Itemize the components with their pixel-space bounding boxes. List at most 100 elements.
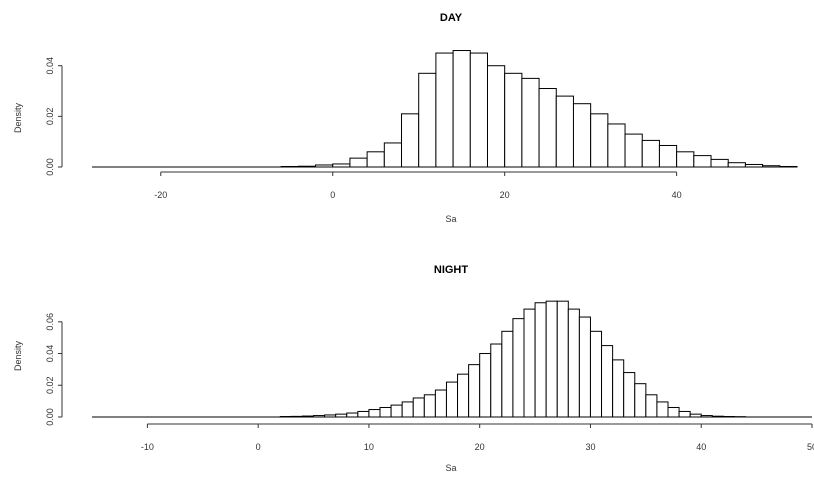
histogram-bar — [700, 415, 713, 418]
histogram-bar — [468, 364, 481, 418]
day-ylabel: Density — [13, 102, 23, 133]
histogram-bar — [676, 151, 695, 168]
night-ylabel: Density — [13, 340, 23, 371]
y-tick-label: 0.02 — [45, 108, 55, 126]
y-tick-label: 0.00 — [45, 408, 55, 426]
day-y-axis: 0.00 0.02 0.04 — [45, 57, 63, 176]
histogram-bar — [401, 401, 414, 418]
histogram-bar — [452, 50, 471, 168]
histogram-bar — [486, 65, 506, 168]
histogram-bar — [658, 144, 678, 168]
x-tick-label: 0 — [256, 442, 261, 452]
x-tick-label: 10 — [364, 442, 374, 452]
night-x-axis: -10 0 10 20 30 40 50 — [141, 423, 814, 452]
histogram-bar — [567, 308, 580, 418]
histogram-bar — [315, 164, 334, 168]
night-panel: NIGHT Density Sa -10 0 10 20 30 40 50 0.00 0.02… — [13, 264, 814, 473]
x-tick-label: 0 — [330, 190, 335, 200]
histogram-bar — [412, 397, 425, 418]
histogram-bar — [693, 155, 712, 168]
x-tick-label: 50 — [807, 442, 814, 452]
day-x-axis: -20 0 20 40 — [154, 171, 682, 200]
histogram-bar — [301, 415, 315, 418]
histogram-bar — [501, 330, 514, 418]
histogram-bar — [727, 162, 746, 168]
x-tick-label: -20 — [154, 190, 167, 200]
histogram-bar — [383, 142, 403, 168]
histogram-bar — [490, 343, 503, 418]
x-tick-label: 20 — [500, 190, 510, 200]
histogram-bar — [590, 113, 609, 168]
histogram-bar — [335, 413, 348, 418]
histogram-bar — [297, 165, 317, 168]
x-tick-label: 40 — [672, 190, 682, 200]
night-bars — [92, 300, 812, 418]
day-panel: DAY Density Sa -20 0 20 40 0.00 0.02 0.04 — [13, 12, 798, 224]
histogram-bar — [623, 372, 636, 418]
histogram-bar — [744, 163, 764, 168]
histogram-bar — [434, 389, 447, 418]
histogram-bar — [612, 359, 625, 418]
histogram-bar — [667, 406, 680, 418]
histogram-bar — [418, 72, 437, 168]
histogram-bar — [545, 300, 558, 418]
day-title: DAY — [440, 12, 463, 24]
histogram-bar — [523, 308, 536, 418]
histogram-bar — [366, 151, 385, 168]
histogram-bar — [578, 316, 591, 418]
y-tick-label: 0.06 — [45, 313, 55, 331]
histogram-bar — [390, 404, 403, 418]
day-xlabel: Sa — [445, 214, 456, 224]
histogram-bar — [641, 139, 660, 168]
histogram-bar — [538, 88, 557, 168]
histogram-bar — [678, 410, 691, 418]
histogram-bar — [445, 381, 459, 418]
x-tick-label: -10 — [141, 442, 154, 452]
histogram-bar — [401, 113, 420, 168]
histogram-bar — [324, 414, 337, 418]
histogram-bar — [762, 165, 781, 168]
histogram-bar — [572, 103, 592, 168]
histogram-bar — [710, 158, 729, 168]
histogram-bar — [624, 133, 643, 168]
y-tick-label: 0.04 — [45, 345, 55, 363]
histogram-bar — [280, 165, 299, 168]
histogram-bar — [711, 415, 724, 418]
histogram-bar — [656, 401, 669, 418]
histogram-bar — [589, 330, 603, 418]
histogram-bar — [379, 406, 392, 418]
histogram-bar — [368, 409, 381, 418]
histogram-bar — [332, 163, 351, 168]
day-bars — [92, 50, 798, 168]
histogram-bar — [607, 123, 626, 168]
histogram-bar — [555, 95, 574, 168]
histogram-bar — [779, 165, 798, 168]
histogram-bar — [357, 410, 370, 418]
histogram-bar — [534, 302, 547, 418]
night-title: NIGHT — [434, 264, 469, 276]
histogram-bar — [423, 394, 436, 418]
histogram-bar — [479, 353, 492, 418]
histogram-bar — [689, 413, 702, 418]
histogram-bar — [504, 72, 523, 168]
night-y-axis: 0.00 0.02 0.04 0.06 — [45, 313, 63, 426]
histogram-bar — [469, 52, 488, 168]
histogram-bar — [313, 415, 326, 418]
x-tick-label: 20 — [475, 442, 485, 452]
histogram-bar — [634, 383, 647, 418]
histogram-bar — [349, 157, 368, 168]
y-tick-label: 0.04 — [45, 57, 55, 75]
histogram-bar — [435, 52, 454, 168]
histogram-bar — [512, 318, 525, 418]
x-tick-label: 30 — [585, 442, 595, 452]
histogram-bar — [556, 300, 569, 418]
y-tick-label: 0.00 — [45, 158, 55, 176]
histogram-bar — [645, 394, 658, 418]
histogram-bar — [346, 412, 359, 418]
histogram-bar — [521, 77, 540, 168]
night-xlabel: Sa — [445, 463, 456, 473]
histogram-bar — [290, 415, 303, 418]
histogram-bar — [601, 345, 614, 418]
